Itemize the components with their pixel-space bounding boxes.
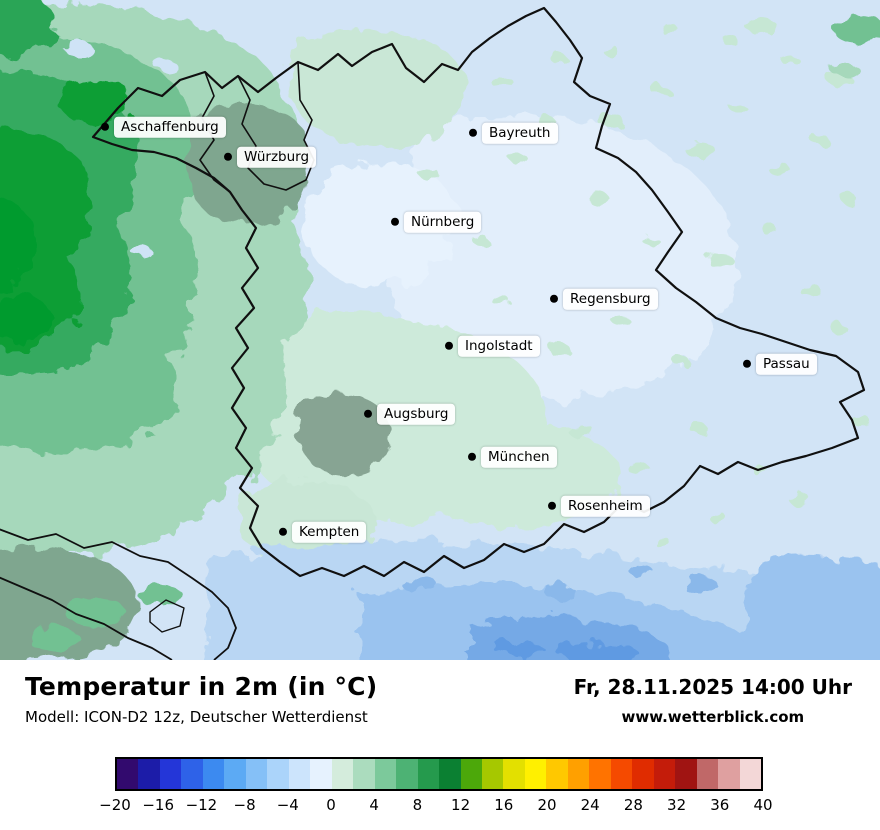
austria-border-west-1 xyxy=(0,528,237,660)
legend-color-segment xyxy=(503,759,525,789)
legend-bar xyxy=(115,757,763,791)
legend-color-segment xyxy=(202,759,225,789)
legend-color-segment xyxy=(675,759,697,789)
legend-tick-label: −12 xyxy=(185,796,218,814)
legend-color-segment xyxy=(245,759,268,789)
legend-color-segment xyxy=(567,759,590,789)
legend-color-segment xyxy=(117,759,139,789)
legend-color-segment xyxy=(310,759,332,789)
alps-blue-zone xyxy=(202,541,880,660)
legend-color-segment xyxy=(460,759,482,789)
footer-right: Fr, 28.11.2025 14:00 Uhr www.wetterblick… xyxy=(574,672,852,745)
legend-tick-label: −8 xyxy=(233,796,256,814)
legend-color-segment xyxy=(481,759,504,789)
legend-color-segment xyxy=(718,759,740,789)
legend-tick-label: 16 xyxy=(494,796,514,814)
temperature-map xyxy=(0,0,880,660)
legend-color-segment xyxy=(159,759,182,789)
legend-color-segment xyxy=(288,759,311,789)
legend-color-segment xyxy=(653,759,676,789)
legend-color-segment xyxy=(546,759,568,789)
corner-green-speckles xyxy=(66,16,880,256)
austria-border-west-2 xyxy=(0,576,173,660)
pale-green-speckles xyxy=(420,25,869,545)
legend-color-segment xyxy=(396,759,418,789)
state-borders xyxy=(0,6,866,660)
legend-tick-label: 40 xyxy=(753,796,773,814)
legend-tick-label: −16 xyxy=(142,796,175,814)
legend-tick-label: 0 xyxy=(326,796,336,814)
legend-color-segment xyxy=(739,759,762,789)
legend-color-segment xyxy=(524,759,547,789)
district-border-franconia xyxy=(199,71,231,193)
legend-color-segment xyxy=(610,759,633,789)
footer-left: Temperatur in 2m (in °C) Modell: ICON-D2… xyxy=(25,672,377,745)
legend-color-segment xyxy=(417,759,440,789)
legend-ticks: −20 −16 −12 −8 −4 0 4 8 12 16 20 24 28 32 36 40 xyxy=(99,796,772,816)
website-url: www.wetterblick.com xyxy=(621,708,805,726)
legend-tick-label: 12 xyxy=(451,796,471,814)
legend-tick-label: 32 xyxy=(667,796,687,814)
legend-color-segment xyxy=(224,759,246,789)
bavaria-border xyxy=(91,6,866,578)
legend-color-segment xyxy=(374,759,397,789)
legend-color-segment xyxy=(632,759,654,789)
legend-tick-label: 20 xyxy=(537,796,557,814)
legend-color-segment xyxy=(439,759,461,789)
district-border-wuerzburg xyxy=(237,61,315,191)
legend-tick-label: 24 xyxy=(580,796,600,814)
legend-tick-label: 36 xyxy=(710,796,730,814)
legend-tick-label: −20 xyxy=(99,796,131,814)
forecast-datetime: Fr, 28.11.2025 14:00 Uhr xyxy=(573,675,852,699)
legend-color-segment xyxy=(331,759,354,789)
map-area: Aschaffenburg Würzburg Bayreuth Nürnberg Reg… xyxy=(0,0,880,660)
map-footer: Temperatur in 2m (in °C) Modell: ICON-D2… xyxy=(0,660,880,745)
map-title: Temperatur in 2m (in °C) xyxy=(25,672,378,701)
legend-color-segment xyxy=(181,759,203,789)
legend-color-segment xyxy=(353,759,375,789)
legend-tick-label: 8 xyxy=(412,796,423,814)
legend-color-segment xyxy=(267,759,289,789)
austria-border-loop xyxy=(149,599,185,633)
legend-color-segment xyxy=(696,759,719,789)
legend-color-segment xyxy=(138,759,160,789)
legend-tick-label: 4 xyxy=(369,796,379,814)
legend-color-segment xyxy=(589,759,611,789)
legend-tick-label: 28 xyxy=(623,796,643,814)
model-info: Modell: ICON-D2 12z, Deutscher Wetterdie… xyxy=(25,708,368,726)
legend-tick-label: −4 xyxy=(276,796,299,814)
